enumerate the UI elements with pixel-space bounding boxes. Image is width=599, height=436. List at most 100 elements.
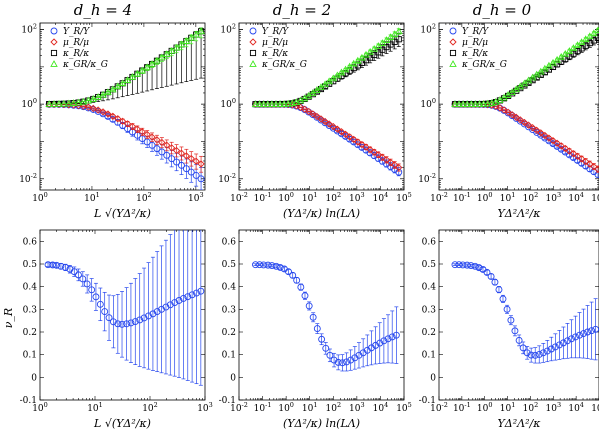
data-layer bbox=[251, 27, 403, 177]
data-point bbox=[187, 33, 196, 41]
data-point bbox=[167, 46, 176, 54]
data-point bbox=[455, 261, 463, 269]
y-tick-label: 0.5 bbox=[222, 260, 237, 270]
data-point bbox=[133, 125, 141, 133]
data-point bbox=[305, 107, 313, 116]
data-point bbox=[330, 356, 338, 364]
x-tick-label: 102 bbox=[142, 401, 158, 414]
x-tick-label: 105 bbox=[396, 191, 412, 204]
data-point bbox=[192, 171, 200, 179]
data-point bbox=[79, 275, 87, 283]
data-point bbox=[79, 97, 88, 105]
data-point bbox=[84, 96, 93, 104]
data-point bbox=[309, 313, 317, 321]
y-tick-label: 100 bbox=[220, 97, 236, 110]
data-point bbox=[384, 335, 392, 343]
data-point bbox=[475, 100, 484, 107]
x-tick-label: 103 bbox=[197, 401, 213, 414]
panel-top-left: 100 101 102 103 10-2 100 102 L √(YΔ²/κ) Y_R/Yμ_R… bbox=[19, 22, 206, 220]
y-tick-label: -0.1 bbox=[219, 396, 236, 406]
data-point bbox=[318, 335, 326, 343]
data-point bbox=[338, 359, 346, 367]
x-tick-label: 104 bbox=[373, 191, 389, 204]
x-tick-label: 10-1 bbox=[254, 401, 272, 414]
data-point bbox=[471, 100, 480, 107]
data-point bbox=[168, 144, 176, 152]
data-point bbox=[166, 301, 174, 309]
data-point bbox=[114, 320, 122, 328]
data-point bbox=[594, 26, 599, 34]
x-tick-label: 100 bbox=[278, 191, 294, 204]
data-point bbox=[325, 120, 333, 128]
data-point bbox=[388, 333, 396, 341]
legend-label: μ_R/μ bbox=[63, 38, 89, 48]
data-point bbox=[263, 100, 272, 108]
legend-marker bbox=[50, 27, 58, 35]
data-point bbox=[255, 100, 264, 108]
data-point bbox=[192, 30, 200, 38]
x-tick-label: 103 bbox=[349, 191, 365, 204]
data-point bbox=[118, 320, 126, 328]
x-tick-label: 10-1 bbox=[453, 401, 471, 414]
x-tick-label: 105 bbox=[396, 401, 412, 414]
data-point bbox=[104, 110, 112, 118]
y-tick-label: 0.6 bbox=[23, 237, 38, 247]
data-point bbox=[109, 318, 117, 326]
data-point bbox=[163, 151, 171, 159]
data-point bbox=[455, 100, 463, 108]
legend-label: Y_R/Y bbox=[462, 27, 489, 37]
data-point bbox=[533, 126, 541, 134]
data-point bbox=[313, 112, 321, 121]
x-axis-label: YΔ²Λ²/κ bbox=[498, 417, 542, 430]
legend-label: Y_R/Y bbox=[63, 27, 90, 37]
x-axis-label: L √(YΔ²/κ) bbox=[93, 417, 151, 430]
data-point bbox=[178, 161, 185, 169]
data-point bbox=[451, 261, 459, 269]
data-point bbox=[260, 261, 267, 269]
data-point bbox=[177, 149, 186, 157]
legend-label: μ_R/μ bbox=[462, 38, 488, 48]
data-point bbox=[148, 133, 156, 141]
data-point bbox=[588, 327, 596, 335]
legend-marker bbox=[50, 60, 58, 67]
data-point bbox=[392, 331, 400, 339]
data-point bbox=[297, 283, 305, 291]
data-point bbox=[119, 117, 127, 125]
y-tick-label: 0.1 bbox=[422, 351, 436, 361]
data-point bbox=[175, 297, 183, 304]
data-point bbox=[256, 261, 264, 269]
x-tick-label: 101 bbox=[500, 191, 516, 204]
data-point bbox=[341, 130, 350, 138]
legend-label: κ_GR/κ_G bbox=[62, 60, 108, 70]
data-point bbox=[334, 358, 342, 366]
col-title-dh4: d_h = 4 bbox=[74, 1, 132, 19]
data-point bbox=[503, 305, 511, 313]
col-title-dh0: d_h = 0 bbox=[473, 1, 532, 19]
data-point bbox=[395, 163, 403, 172]
data-point bbox=[551, 343, 559, 351]
data-point bbox=[158, 148, 166, 156]
x-tick-label: 100 bbox=[32, 191, 48, 204]
data-point bbox=[61, 263, 69, 271]
data-point bbox=[276, 263, 284, 271]
data-point bbox=[545, 134, 553, 142]
data-point bbox=[580, 330, 587, 338]
series-Y-R-Y bbox=[451, 100, 599, 178]
legend: Y_R/Yμ_R/μκ_R/κκ_GR/κ_G bbox=[50, 27, 108, 70]
data-point bbox=[133, 69, 142, 77]
data-point bbox=[88, 286, 96, 294]
data-point bbox=[358, 140, 366, 149]
x-axis-label: YΔ²Λ²/κ bbox=[498, 207, 542, 220]
data-point bbox=[366, 145, 374, 154]
data-point bbox=[301, 292, 309, 300]
y-tick-label: 10-2 bbox=[418, 172, 436, 185]
data-layer bbox=[451, 26, 599, 178]
legend-marker bbox=[249, 60, 257, 67]
x-tick-label: 105 bbox=[591, 191, 599, 204]
series--GR-G bbox=[451, 26, 599, 108]
x-tick-label: 10-1 bbox=[453, 191, 471, 204]
data-point bbox=[511, 327, 519, 335]
plot-frame bbox=[39, 22, 206, 191]
x-tick-label: 105 bbox=[591, 401, 599, 414]
